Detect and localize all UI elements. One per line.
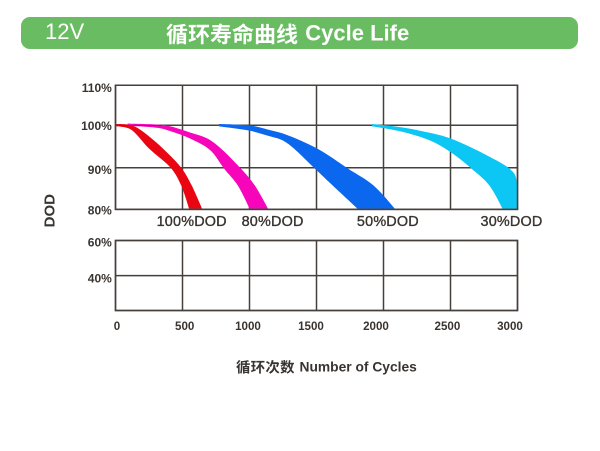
svg-text:0: 0 xyxy=(114,320,120,333)
svg-text:1000: 1000 xyxy=(235,320,261,333)
svg-text:12V: 12V xyxy=(45,19,84,44)
svg-text:80%DOD: 80%DOD xyxy=(242,214,304,230)
svg-text:60%: 60% xyxy=(88,236,112,250)
svg-text:2500: 2500 xyxy=(435,320,461,333)
svg-text:2000: 2000 xyxy=(363,320,389,333)
svg-text:50%DOD: 50%DOD xyxy=(357,214,419,230)
svg-text:100%: 100% xyxy=(81,119,112,133)
svg-text:1500: 1500 xyxy=(298,320,324,333)
svg-text:30%DOD: 30%DOD xyxy=(481,214,543,230)
svg-text:110%: 110% xyxy=(82,81,112,95)
svg-text:Cycle Life: Cycle Life xyxy=(305,20,409,45)
svg-text:80%: 80% xyxy=(88,204,112,218)
svg-text:90%: 90% xyxy=(88,163,112,177)
svg-text:3000: 3000 xyxy=(497,320,523,333)
svg-text:Number of Cycles: Number of Cycles xyxy=(300,359,418,374)
svg-text:DOD: DOD xyxy=(42,194,59,228)
svg-text:500: 500 xyxy=(175,320,194,333)
svg-text:100%DOD: 100%DOD xyxy=(157,214,227,230)
svg-text:40%: 40% xyxy=(88,272,112,286)
